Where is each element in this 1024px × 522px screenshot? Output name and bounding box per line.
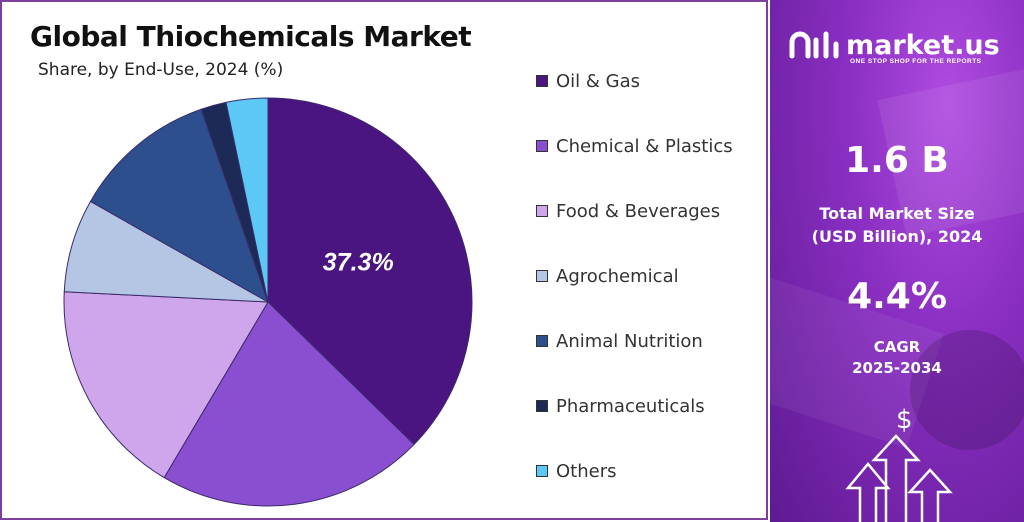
cagr-label-line1: CAGR <box>873 338 921 356</box>
stats-panel: market.us ONE STOP SHOP FOR THE REPORTS … <box>770 0 1024 522</box>
legend-swatch <box>536 335 548 347</box>
chart-title: Global Thiochemicals Market <box>30 20 472 53</box>
legend-swatch <box>536 140 548 152</box>
legend-item-oil-gas: Oil & Gas <box>536 66 640 96</box>
legend-item-food-beverages: Food & Beverages <box>536 196 720 226</box>
pie-slice-chemical-plastics <box>163 301 415 507</box>
legend-label: Oil & Gas <box>556 70 641 92</box>
market-us-logo-icon <box>789 31 839 59</box>
legend-label: Pharmaceuticals <box>556 395 705 417</box>
growth-arrows-icon: $ <box>845 405 953 522</box>
legend-item-chemical-plastics: Chemical & Plastics <box>536 131 733 161</box>
legend-label: Chemical & Plastics <box>556 135 733 157</box>
dollar-icon: $ <box>896 405 913 435</box>
legend-item-pharmaceuticals: Pharmaceuticals <box>536 391 705 421</box>
background-decoration <box>910 330 1024 450</box>
legend-item-animal-nutrition: Animal Nutrition <box>536 326 703 356</box>
legend-item-agrochemical: Agrochemical <box>536 261 679 291</box>
pie-chart: 37.3% <box>63 97 473 507</box>
pie-slice-animal-nutrition <box>89 108 269 304</box>
legend-label: Food & Beverages <box>556 200 721 222</box>
legend-swatch <box>536 270 548 282</box>
market-size-label-line1: Total Market Size <box>819 204 975 223</box>
pie-data-label: 37.3% <box>323 249 394 277</box>
cagr-value: 4.4% <box>847 276 947 317</box>
legend-label: Others <box>556 460 617 482</box>
chart-subtitle: Share, by End-Use, 2024 (%) <box>38 60 284 80</box>
pie-slice-others <box>225 97 269 303</box>
brand-name: market.us <box>846 29 1000 61</box>
legend-item-others: Others <box>536 456 617 486</box>
cagr-label-line2: 2025-2034 <box>852 359 942 377</box>
legend-swatch <box>536 75 548 87</box>
legend-swatch <box>536 205 548 217</box>
market-size-value: 1.6 B <box>845 140 949 181</box>
legend-label: Animal Nutrition <box>556 330 703 352</box>
pie-slice-food-beverages <box>63 291 269 479</box>
legend-label: Agrochemical <box>556 265 679 287</box>
legend-swatch <box>536 400 548 412</box>
market-size-label-line2: (USD Billion), 2024 <box>811 227 983 246</box>
legend-swatch <box>536 465 548 477</box>
pie-slice-oil-gas <box>267 97 473 446</box>
brand-logo: market.us <box>788 30 1000 60</box>
brand-tagline: ONE STOP SHOP FOR THE REPORTS <box>850 58 982 65</box>
